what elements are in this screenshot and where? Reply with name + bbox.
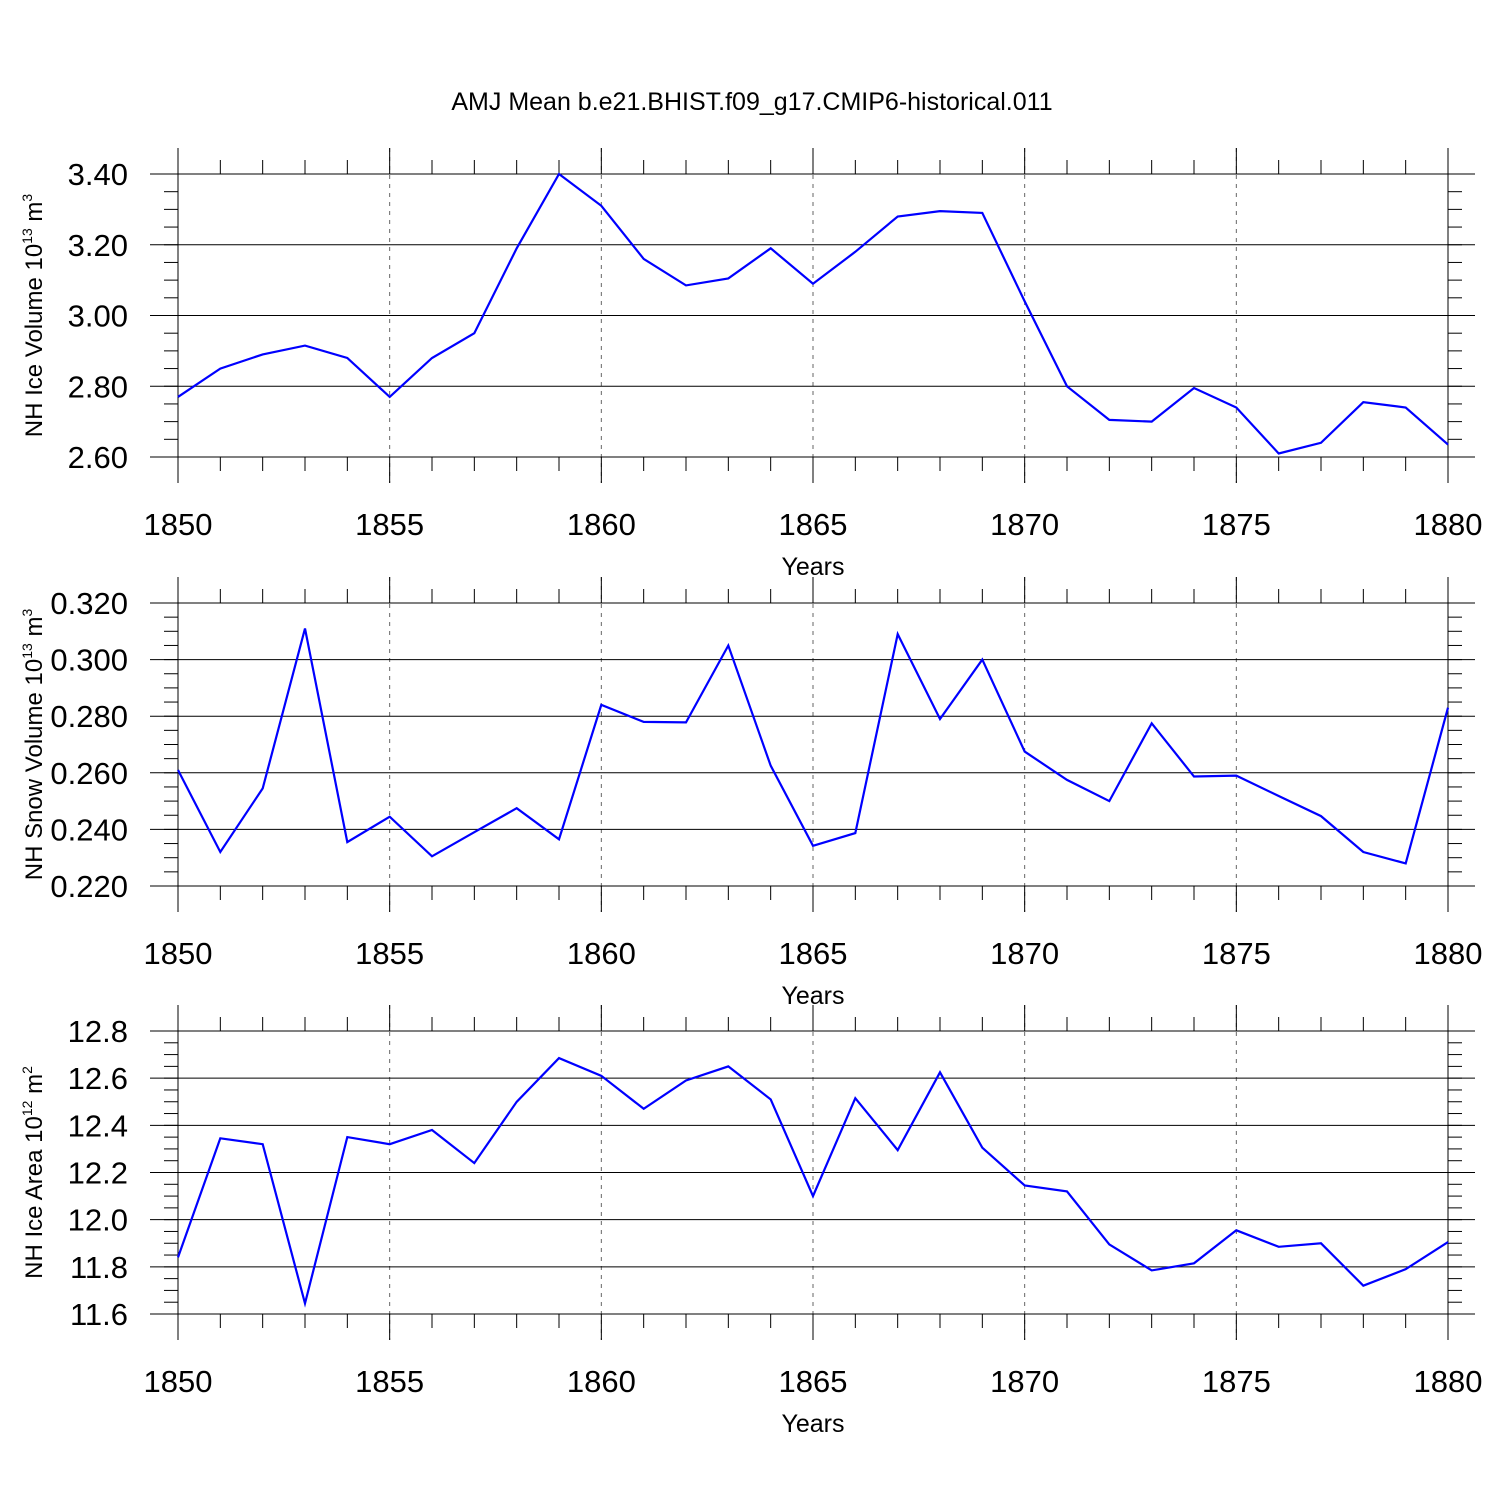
- x-tick-label: 1850: [144, 507, 213, 542]
- x-axis-label: Years: [781, 553, 844, 581]
- y-tick-label: 2.60: [68, 440, 128, 475]
- y-tick-label: 0.260: [50, 756, 128, 791]
- panel-1: 2.60 2.80 3.00 3.20 3.40 1850 1855 1860 1865 1870…: [19, 148, 1482, 581]
- y-tick-label: 0.300: [50, 643, 128, 678]
- y-tick-label: 12.0: [68, 1203, 128, 1238]
- x-tick-label: 1860: [567, 936, 636, 971]
- y-axis-label: NH Ice Area 1012 m2: [19, 1066, 48, 1279]
- y-tick-label: 0.220: [50, 869, 128, 904]
- y-tick-label: 11.8: [70, 1250, 128, 1285]
- data-series-line: [176, 1056, 1449, 1308]
- panel-2: 0.220 0.240 0.260 0.280 0.300 0.320 1850 1855 18…: [19, 577, 1482, 1010]
- x-tick-label: 1875: [1202, 507, 1271, 542]
- x-tick-label: 1870: [990, 936, 1059, 971]
- x-tick-label: 1875: [1202, 936, 1271, 971]
- y-tick-label: 3.20: [68, 228, 128, 263]
- x-tick-label: 1880: [1414, 1364, 1483, 1399]
- x-tick-label: 1870: [990, 507, 1059, 542]
- x-axis-label: Years: [781, 1410, 844, 1438]
- data-series-line: [177, 628, 1450, 865]
- y-tick-label: 12.2: [68, 1156, 128, 1191]
- x-tick-label: 1865: [779, 1364, 848, 1399]
- y-tick-label: 11.6: [70, 1297, 128, 1332]
- y-tick-label: 0.320: [50, 586, 128, 621]
- x-tick-label: 1865: [779, 507, 848, 542]
- x-tick-label: 1880: [1414, 507, 1483, 542]
- x-tick-label: 1880: [1414, 936, 1483, 971]
- y-tick-label: 0.280: [50, 699, 128, 734]
- x-tick-label: 1870: [990, 1364, 1059, 1399]
- data-series-line: [177, 172, 1449, 455]
- x-tick-label: 1865: [779, 936, 848, 971]
- y-axis-label: NH Ice Volume 1013 m3: [19, 194, 48, 438]
- y-axis-label: NH Snow Volume 1013 m3: [19, 609, 48, 881]
- x-tick-label: 1860: [567, 1364, 636, 1399]
- x-tick-label: 1855: [355, 1364, 424, 1399]
- y-tick-label: 12.4: [68, 1108, 128, 1143]
- y-tick-label: 3.40: [68, 157, 128, 192]
- x-tick-label: 1855: [355, 936, 424, 971]
- panel-3: 11.6 11.8 12.0 12.2 12.4 12.6 12.8 1850 1855 1860…: [19, 1005, 1482, 1438]
- y-tick-label: 0.240: [50, 812, 128, 847]
- y-tick-label: 12.8: [68, 1014, 128, 1049]
- y-tick-label: 12.6: [68, 1061, 128, 1096]
- x-tick-label: 1850: [144, 936, 213, 971]
- figure-title: AMJ Mean b.e21.BHIST.f09_g17.CMIP6-histo…: [451, 88, 1052, 116]
- y-tick-label: 3.00: [68, 299, 128, 334]
- x-tick-label: 1850: [144, 1364, 213, 1399]
- panels: 2.60 2.80 3.00 3.20 3.40 1850 1855 1860 1865 1870…: [19, 148, 1482, 1438]
- y-tick-label: 2.80: [68, 369, 128, 404]
- x-tick-label: 1855: [355, 507, 424, 542]
- x-tick-label: 1860: [567, 507, 636, 542]
- x-tick-label: 1875: [1202, 1364, 1271, 1399]
